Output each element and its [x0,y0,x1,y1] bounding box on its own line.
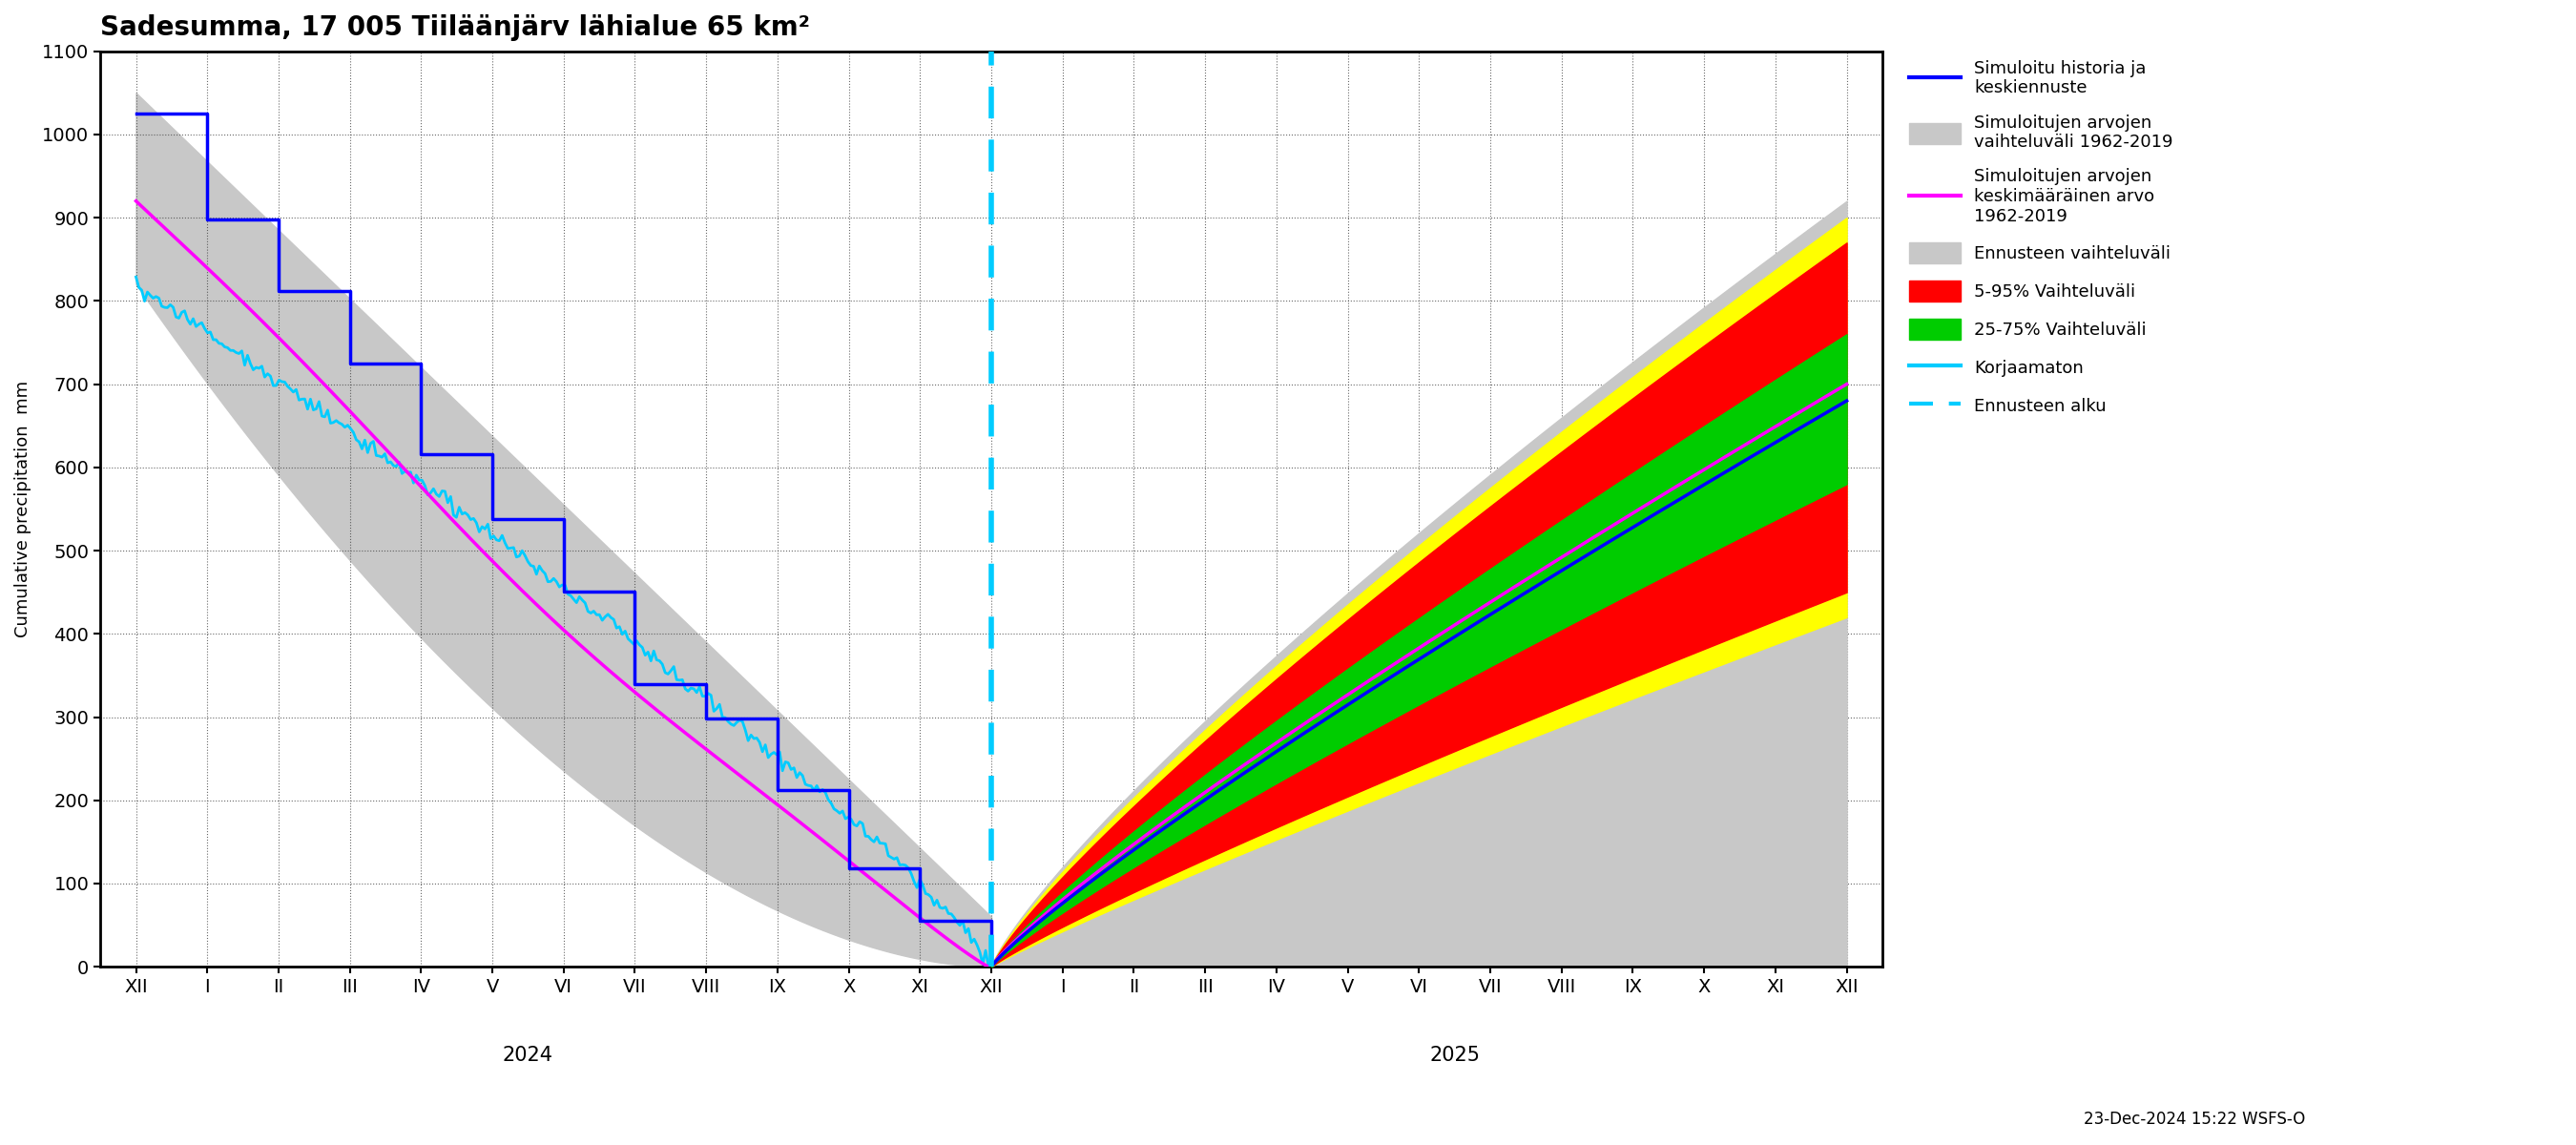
Text: 2025: 2025 [1430,1045,1481,1065]
Legend: Simuloitu historia ja
keskiennuste, Simuloitujen arvojen
vaihteluväli 1962-2019,: Simuloitu historia ja keskiennuste, Simu… [1909,60,2174,417]
Text: 2024: 2024 [502,1045,554,1065]
Text: 23-Dec-2024 15:22 WSFS-O: 23-Dec-2024 15:22 WSFS-O [2084,1111,2306,1128]
Y-axis label: Cumulative precipitation  mm: Cumulative precipitation mm [15,380,31,638]
Text: Sadesumma, 17 005 Tiiläänjärv lähialue 65 km²: Sadesumma, 17 005 Tiiläänjärv lähialue 6… [100,14,809,41]
